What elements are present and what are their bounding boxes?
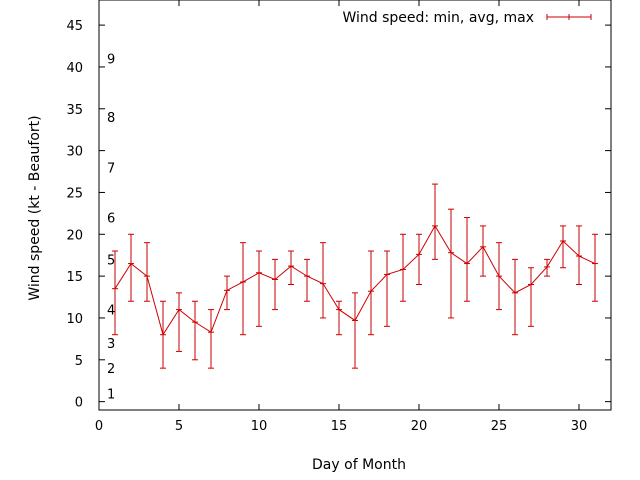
beaufort-label: 6: [107, 212, 115, 227]
average-point: [176, 306, 182, 313]
x-tick-label: 20: [411, 419, 428, 434]
x-tick-label: 5: [175, 419, 183, 434]
beaufort-label: 7: [107, 161, 115, 176]
average-point: [336, 306, 342, 313]
x-tick-label: 0: [95, 419, 103, 434]
average-point: [208, 329, 214, 336]
average-point: [224, 287, 230, 294]
average-point: [304, 273, 310, 280]
average-point: [432, 222, 438, 229]
beaufort-label: 1: [107, 387, 115, 402]
x-tick-label: 30: [571, 419, 588, 434]
y-tick-label: 40: [66, 61, 83, 76]
average-point: [544, 263, 550, 270]
y-tick-label: 35: [66, 103, 83, 118]
beaufort-label: 2: [107, 362, 115, 377]
y-tick-label: 15: [66, 270, 83, 285]
y-axis-label: Wind speed (kt - Beaufort): [27, 115, 43, 300]
beaufort-label: 4: [107, 304, 115, 319]
average-point: [528, 281, 534, 288]
x-axis-label: Day of Month: [312, 457, 406, 473]
average-point: [240, 278, 246, 285]
average-point: [384, 271, 390, 278]
average-point: [144, 273, 150, 280]
y-tick-label: 25: [66, 186, 83, 201]
average-point: [576, 253, 582, 260]
average-point: [288, 263, 294, 270]
y-tick-label: 5: [75, 354, 83, 369]
y-tick-label: 30: [66, 145, 83, 160]
plot-frame: [98, 0, 612, 411]
average-point: [512, 289, 518, 296]
average-point: [320, 280, 326, 287]
x-tick-label: 15: [331, 419, 348, 434]
average-point: [160, 331, 166, 338]
beaufort-label: 3: [107, 337, 115, 352]
legend: Wind speed: min, avg, max: [342, 10, 592, 26]
beaufort-label: 8: [107, 111, 115, 126]
average-point: [448, 249, 454, 256]
average-point: [464, 260, 470, 267]
beaufort-label: 5: [107, 253, 115, 268]
y-tick-label: 45: [66, 19, 83, 34]
average-point: [592, 260, 598, 267]
average-point: [352, 317, 358, 324]
x-tick-label: 10: [251, 419, 268, 434]
beaufort-label: 9: [107, 53, 115, 68]
y-tick-label: 20: [66, 228, 83, 243]
average-point: [272, 276, 278, 283]
legend-label: Wind speed: min, avg, max: [342, 10, 534, 26]
y-tick-label: 0: [75, 396, 83, 411]
y-tick-label: 10: [66, 312, 83, 327]
average-point: [112, 285, 118, 292]
average-point: [256, 269, 262, 276]
average-point: [416, 251, 422, 258]
average-point: [128, 260, 134, 267]
x-tick-label: 25: [491, 419, 508, 434]
average-point: [480, 243, 486, 250]
average-point: [400, 266, 406, 273]
average-point: [496, 273, 502, 280]
average-point: [368, 288, 374, 295]
average-point: [192, 319, 198, 326]
average-point: [560, 237, 566, 244]
